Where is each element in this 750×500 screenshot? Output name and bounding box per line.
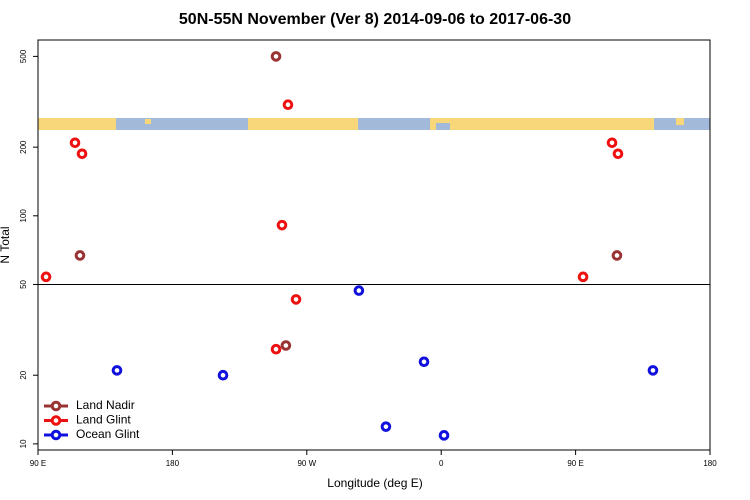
y-tick-label: 100 [19, 209, 28, 223]
y-tick-label: 50 [19, 279, 28, 288]
x-tick-label: 180 [166, 459, 180, 468]
point [418, 356, 430, 368]
map-strip [38, 118, 710, 130]
legend-label: Land Glint [76, 413, 131, 427]
y-tick-label: 500 [19, 49, 28, 63]
plot-frame [37, 39, 711, 451]
point [280, 340, 292, 351]
point [647, 365, 659, 376]
x-axis-label: Longitude (deg E) [327, 476, 422, 490]
point [380, 421, 392, 432]
legend-marker [50, 429, 62, 441]
point [74, 250, 86, 261]
point [276, 219, 288, 231]
point [611, 250, 623, 261]
point [76, 148, 88, 160]
y-tick-label: 200 [19, 140, 28, 154]
chart-title: 50N-55N November (Ver 8) 2014-09-06 to 2… [179, 11, 571, 28]
legend-label: Land Nadir [76, 398, 135, 412]
point [438, 430, 450, 441]
x-tick-label: 180 [703, 459, 717, 468]
point [577, 271, 589, 283]
point [606, 137, 618, 149]
y-axis-label: N Total [0, 226, 12, 263]
legend-marker [50, 415, 62, 426]
point [612, 148, 624, 160]
point [353, 285, 365, 296]
point [111, 365, 123, 376]
x-tick-label: 90 E [567, 459, 583, 468]
point [40, 271, 52, 283]
y-tick-label: 20 [19, 370, 28, 379]
x-tick-label: 90 E [30, 459, 46, 468]
y-tick-label: 10 [19, 439, 28, 448]
legend-marker [50, 400, 62, 412]
point [217, 369, 229, 381]
point [290, 294, 302, 305]
point [69, 137, 81, 149]
x-tick-label: 90 W [297, 459, 316, 468]
point [282, 99, 294, 111]
x-tick-label: 0 [439, 459, 444, 468]
point [270, 343, 282, 355]
legend-label: Ocean Glint [76, 427, 140, 441]
point [270, 51, 282, 62]
